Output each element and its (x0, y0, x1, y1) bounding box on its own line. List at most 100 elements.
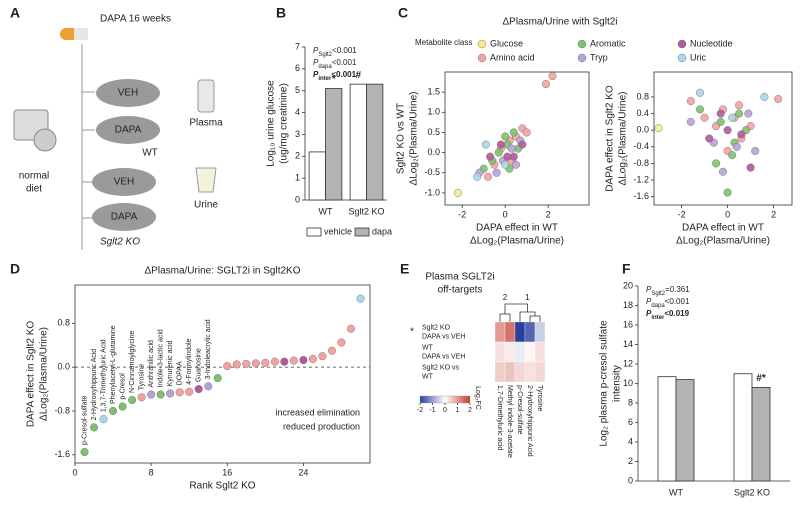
colorbar-label: Log₂FC (474, 386, 481, 410)
row-label: Sglt2 KO vs (422, 364, 459, 371)
colorbar-tick-label: 0 (443, 407, 447, 414)
bar (308, 151, 326, 201)
heatmap-cell (514, 341, 526, 363)
point-label: DOPAA (177, 361, 184, 385)
legend-marker (677, 39, 687, 49)
point (700, 113, 709, 122)
y-tick-label: 2 (295, 151, 300, 161)
column-label: Tyrosine (536, 385, 543, 412)
urine-cup (195, 167, 217, 193)
y-axis-label: DAPA effect in Sglt2 KO (26, 321, 37, 428)
point (327, 346, 336, 355)
p-value-subscript: Sglt2 (318, 52, 332, 58)
panel-letter: F (622, 261, 631, 277)
mouse (96, 116, 160, 144)
annotation: increased elimination (275, 407, 360, 417)
legend-marker (477, 53, 487, 63)
dendrogram (499, 303, 541, 322)
x-tick-label: 2 (771, 209, 776, 219)
point (483, 172, 492, 181)
point-label: Tyrosine (138, 364, 145, 391)
point (156, 390, 165, 399)
bar (751, 386, 771, 482)
panel-letter: D (10, 261, 20, 277)
point-label: Kynurenic acid (167, 340, 174, 386)
plot-frame (444, 71, 590, 206)
x-tick-label: 0 (725, 209, 730, 219)
point (751, 146, 760, 155)
x-tick-label: 24 (298, 467, 308, 477)
pill-half (74, 28, 88, 40)
point (732, 142, 741, 151)
y-tick-label: -0.8 (54, 405, 70, 415)
p-value: Pinter<0.001 (313, 70, 357, 81)
y-tick-label: 6 (295, 63, 300, 73)
point (185, 387, 194, 396)
point-label: 1,3,7-Trimethyluric Acid (100, 339, 107, 412)
point (147, 390, 156, 399)
y-tick-label: 6 (628, 417, 633, 427)
point (308, 354, 317, 363)
p-value-text: <0.001 (665, 297, 690, 306)
point (542, 80, 551, 89)
mouse-label: DAPA (115, 125, 142, 136)
sample-label: Urine (194, 200, 218, 211)
point (270, 357, 279, 366)
heatmap-cell (524, 361, 536, 383)
y-tick-label: 4 (295, 107, 300, 117)
mouse (92, 203, 156, 231)
point (453, 188, 462, 197)
point (492, 168, 501, 177)
y-tick-label: 2 (628, 456, 633, 466)
p-value-text: <0.001 (332, 58, 357, 67)
y-tick-label: 10 (623, 378, 633, 388)
bar (325, 88, 343, 201)
point (735, 101, 744, 110)
point (696, 105, 705, 114)
point (728, 151, 737, 160)
point (128, 396, 137, 405)
x-tick-label: 2 (546, 209, 551, 219)
colorbar-tick-label: -1 (429, 407, 435, 414)
plasma-tube (197, 79, 215, 113)
point (337, 338, 346, 347)
row-label: WT (422, 373, 434, 380)
y-tick-label: 16 (623, 319, 633, 329)
point (280, 357, 289, 366)
legend-label: Nucleotide (690, 38, 733, 48)
x-tick-label: Sglt2 KO (734, 487, 770, 497)
legend-label: Tryp (590, 52, 608, 62)
point-label: Phenylacetyl-L-glutamine (110, 325, 117, 404)
point (486, 152, 495, 161)
legend-swatch (354, 227, 370, 237)
p-value: PSglt2=0.361 (646, 285, 690, 296)
heatmap-cell (504, 341, 516, 363)
x-tick-label: -2 (458, 209, 466, 219)
significance-marker: # (356, 70, 362, 81)
heatmap-cell (494, 361, 506, 383)
y-axis-label: ΔLog₂(Plasma/Urine) (618, 92, 629, 186)
p-value-text: <0.001 (331, 70, 356, 79)
point-label: Guanosine (196, 348, 203, 382)
heatmap-cell (534, 361, 546, 383)
y-tick-label: 0.5 (427, 127, 440, 137)
x-axis-label: DAPA effect in WT (476, 223, 558, 234)
cluster-label: 2 (503, 293, 508, 302)
chart-title: off-targets (438, 285, 483, 296)
point (494, 148, 503, 157)
row-label: WT (422, 344, 434, 351)
point (501, 132, 510, 141)
y-tick-label: -1.6 (633, 191, 649, 201)
p-value: Pinter<0.019 (646, 309, 690, 320)
row-marker: * (410, 327, 414, 338)
p-value-subscript: inter (318, 76, 332, 82)
y-tick-label: 0.8 (636, 91, 649, 101)
point (223, 362, 232, 371)
point (746, 163, 755, 172)
x-tick-label: 0 (503, 209, 508, 219)
mouse-label: VEH (114, 177, 135, 188)
significance-marker: #* (756, 373, 766, 384)
point (518, 140, 527, 149)
legend-label: dapa (372, 226, 392, 236)
